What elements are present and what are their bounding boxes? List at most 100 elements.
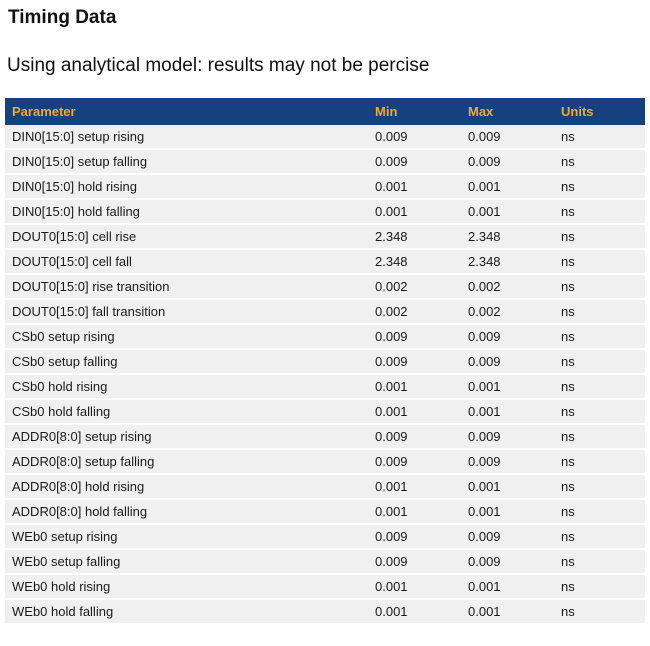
table-row: ADDR0[8:0] setup rising 0.009 0.009 ns xyxy=(5,424,645,450)
cell-units: ns xyxy=(556,399,645,425)
cell-units: ns xyxy=(556,224,645,250)
cell-max: 2.348 xyxy=(463,249,556,275)
cell-parameter: WEb0 hold rising xyxy=(5,574,370,600)
cell-parameter: DIN0[15:0] hold falling xyxy=(5,199,370,225)
cell-units: ns xyxy=(556,524,645,550)
column-header-parameter: Parameter xyxy=(5,98,370,125)
table-row: ADDR0[8:0] hold falling 0.001 0.001 ns xyxy=(5,499,645,525)
cell-units: ns xyxy=(556,549,645,575)
cell-max: 0.009 xyxy=(463,549,556,575)
table-row: DOUT0[15:0] rise transition 0.002 0.002 ns xyxy=(5,274,645,300)
column-header-units: Units xyxy=(556,98,645,125)
table-row: DOUT0[15:0] cell fall 2.348 2.348 ns xyxy=(5,249,645,275)
cell-units: ns xyxy=(556,274,645,300)
cell-max: 0.002 xyxy=(463,274,556,300)
cell-min: 0.002 xyxy=(370,299,463,325)
cell-units: ns xyxy=(556,424,645,450)
cell-units: ns xyxy=(556,499,645,525)
table-row: CSb0 hold rising 0.001 0.001 ns xyxy=(5,374,645,400)
cell-parameter: WEb0 hold falling xyxy=(5,599,370,625)
cell-units: ns xyxy=(556,324,645,350)
cell-min: 0.001 xyxy=(370,199,463,225)
cell-parameter: CSb0 setup falling xyxy=(5,349,370,375)
cell-parameter: ADDR0[8:0] hold falling xyxy=(5,499,370,525)
cell-max: 0.001 xyxy=(463,499,556,525)
cell-max: 0.001 xyxy=(463,474,556,500)
table-row: DIN0[15:0] setup rising 0.009 0.009 ns xyxy=(5,125,645,150)
timing-data-page: Timing Data Using analytical model: resu… xyxy=(0,6,650,646)
table-row: CSb0 hold falling 0.001 0.001 ns xyxy=(5,399,645,425)
cell-max: 0.009 xyxy=(463,349,556,375)
table-row: CSb0 setup falling 0.009 0.009 ns xyxy=(5,349,645,375)
table-row: WEb0 hold falling 0.001 0.001 ns xyxy=(5,599,645,625)
cell-units: ns xyxy=(556,474,645,500)
cell-min: 0.001 xyxy=(370,374,463,400)
cell-max: 0.009 xyxy=(463,149,556,175)
cell-parameter: DIN0[15:0] hold rising xyxy=(5,174,370,200)
cell-min: 2.348 xyxy=(370,224,463,250)
page-title: Timing Data xyxy=(8,7,117,28)
cell-parameter: CSb0 hold rising xyxy=(5,374,370,400)
cell-units: ns xyxy=(556,174,645,200)
cell-units: ns xyxy=(556,599,645,625)
cell-parameter: CSb0 hold falling xyxy=(5,399,370,425)
cell-min: 0.001 xyxy=(370,474,463,500)
table-row: DIN0[15:0] hold rising 0.001 0.001 ns xyxy=(5,174,645,200)
header-row: Parameter Min Max Units xyxy=(5,98,645,125)
cell-parameter: DOUT0[15:0] rise transition xyxy=(5,274,370,300)
cell-max: 0.001 xyxy=(463,574,556,600)
cell-max: 0.001 xyxy=(463,599,556,625)
table-row: WEb0 setup falling 0.009 0.009 ns xyxy=(5,549,645,575)
cell-min: 0.002 xyxy=(370,274,463,300)
cell-units: ns xyxy=(556,374,645,400)
cell-min: 0.009 xyxy=(370,125,463,150)
table-row: DIN0[15:0] hold falling 0.001 0.001 ns xyxy=(5,199,645,225)
cell-min: 0.001 xyxy=(370,399,463,425)
cell-max: 0.009 xyxy=(463,125,556,150)
cell-min: 0.001 xyxy=(370,499,463,525)
cell-min: 0.009 xyxy=(370,324,463,350)
cell-units: ns xyxy=(556,125,645,150)
cell-max: 0.002 xyxy=(463,299,556,325)
cell-units: ns xyxy=(556,249,645,275)
cell-parameter: WEb0 setup rising xyxy=(5,524,370,550)
cell-min: 0.009 xyxy=(370,449,463,475)
cell-units: ns xyxy=(556,199,645,225)
cell-max: 0.009 xyxy=(463,449,556,475)
table-row: DOUT0[15:0] cell rise 2.348 2.348 ns xyxy=(5,224,645,250)
cell-min: 0.001 xyxy=(370,599,463,625)
cell-max: 0.009 xyxy=(463,424,556,450)
cell-min: 0.009 xyxy=(370,149,463,175)
cell-units: ns xyxy=(556,574,645,600)
cell-units: ns xyxy=(556,299,645,325)
cell-units: ns xyxy=(556,449,645,475)
cell-parameter: CSb0 setup rising xyxy=(5,324,370,350)
table-row: WEb0 setup rising 0.009 0.009 ns xyxy=(5,524,645,550)
cell-max: 0.009 xyxy=(463,324,556,350)
table-row: DIN0[15:0] setup falling 0.009 0.009 ns xyxy=(5,149,645,175)
column-header-min: Min xyxy=(370,98,463,125)
table-row: CSb0 setup rising 0.009 0.009 ns xyxy=(5,324,645,350)
cell-min: 0.009 xyxy=(370,524,463,550)
cell-min: 0.001 xyxy=(370,174,463,200)
cell-max: 2.348 xyxy=(463,224,556,250)
table-row: ADDR0[8:0] setup falling 0.009 0.009 ns xyxy=(5,449,645,475)
cell-parameter: DIN0[15:0] setup falling xyxy=(5,149,370,175)
cell-min: 0.001 xyxy=(370,574,463,600)
cell-parameter: ADDR0[8:0] setup falling xyxy=(5,449,370,475)
page-subtitle: Using analytical model: results may not … xyxy=(7,55,430,76)
cell-max: 0.009 xyxy=(463,524,556,550)
cell-units: ns xyxy=(556,149,645,175)
timing-table: Parameter Min Max Units DIN0[15:0] setup… xyxy=(5,98,645,625)
cell-parameter: DOUT0[15:0] fall transition xyxy=(5,299,370,325)
timing-table-body: DIN0[15:0] setup rising 0.009 0.009 ns DIN0[… xyxy=(5,125,645,625)
cell-parameter: WEb0 setup falling xyxy=(5,549,370,575)
cell-parameter: ADDR0[8:0] hold rising xyxy=(5,474,370,500)
column-header-max: Max xyxy=(463,98,556,125)
timing-table-header: Parameter Min Max Units xyxy=(5,98,645,125)
cell-max: 0.001 xyxy=(463,374,556,400)
cell-min: 2.348 xyxy=(370,249,463,275)
table-row: ADDR0[8:0] hold rising 0.001 0.001 ns xyxy=(5,474,645,500)
cell-parameter: DOUT0[15:0] cell fall xyxy=(5,249,370,275)
cell-min: 0.009 xyxy=(370,549,463,575)
